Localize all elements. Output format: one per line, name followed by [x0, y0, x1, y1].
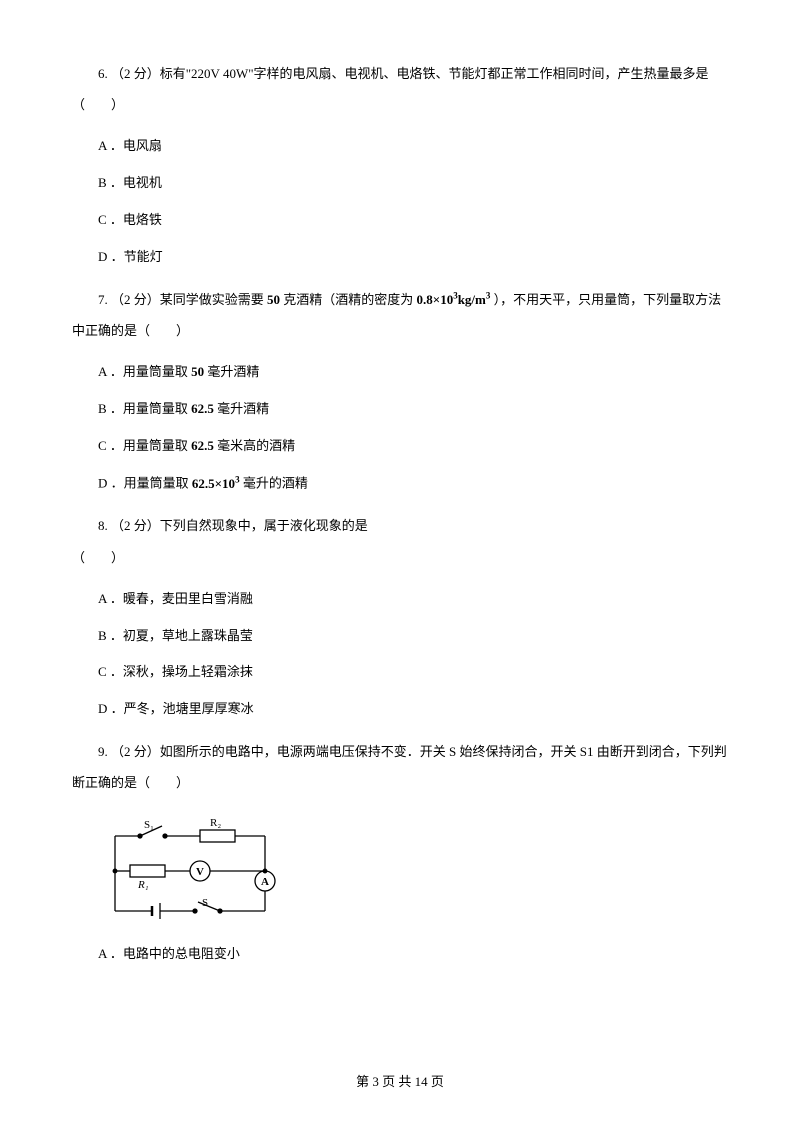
question-8: 8. （2 分）下列自然现象中，属于液化现象的是 （ ） A ．暖春，麦田里白雪消… — [72, 510, 728, 720]
q9-stem: 9. （2 分）如图所示的电路中，电源两端电压保持不变．开关 S 始终保持闭合，… — [72, 736, 728, 798]
q7-c-pre: C ．用量筒量取 — [98, 438, 191, 453]
label-s1: S₁ — [144, 819, 154, 831]
q8-stem-a: 8. （2 分）下列自然现象中，属于液化现象的是 — [98, 518, 368, 533]
q8-stem: 8. （2 分）下列自然现象中，属于液化现象的是 （ ） — [72, 510, 728, 572]
q6-option-b: B ．电视机 — [72, 173, 728, 194]
q7-option-c: C ．用量筒量取 62.5 毫米高的酒精 — [72, 436, 728, 457]
label-a: A — [261, 876, 269, 888]
q7-c-val: 62.5 — [191, 438, 214, 453]
q7-b-val: 62.5 — [191, 401, 214, 416]
q8-option-c: C ．深秋，操场上轻霜涂抹 — [72, 662, 728, 683]
q7-c-post: 毫米高的酒精 — [214, 438, 295, 453]
q7-option-a: A ．用量筒量取 50 毫升酒精 — [72, 362, 728, 383]
q6-option-d: D ．节能灯 — [72, 247, 728, 268]
q7-density-base: 0.8×10 — [417, 292, 454, 307]
q7-a-val: 50 — [191, 364, 204, 379]
q7-density: 0.8×103kg/m3 — [417, 292, 491, 307]
circuit-diagram: S₁ R₂ R₁ V A S — [100, 816, 280, 926]
q7-option-d: D ．用量筒量取 62.5×103 毫升的酒精 — [72, 472, 728, 494]
q7-d-base: 62.5×10 — [192, 476, 235, 491]
question-9: 9. （2 分）如图所示的电路中，电源两端电压保持不变．开关 S 始终保持闭合，… — [72, 736, 728, 965]
question-6: 6. （2 分）标有"220V 40W"字样的电风扇、电视机、电烙铁、节能灯都正… — [72, 58, 728, 268]
q8-option-b: B ．初夏，草地上露珠晶莹 — [72, 626, 728, 647]
q6-stem: 6. （2 分）标有"220V 40W"字样的电风扇、电视机、电烙铁、节能灯都正… — [72, 58, 728, 120]
q7-d-post: 毫升的酒精 — [240, 476, 308, 491]
q7-b-post: 毫升酒精 — [214, 401, 269, 416]
question-7: 7. （2 分）某同学做实验需要 50 克酒精（酒精的密度为 0.8×103kg… — [72, 284, 728, 495]
label-v: V — [196, 866, 204, 878]
q7-d-pre: D ．用量筒量取 — [98, 476, 192, 491]
q7-stem-b: 克酒精（酒精的密度为 — [280, 292, 417, 307]
q7-a-pre: A ．用量筒量取 — [98, 364, 191, 379]
q7-option-b: B ．用量筒量取 62.5 毫升酒精 — [72, 399, 728, 420]
q7-density-unit: kg/m — [458, 292, 486, 307]
q7-a-post: 毫升酒精 — [204, 364, 259, 379]
q7-b-pre: B ．用量筒量取 — [98, 401, 191, 416]
label-r1: R₁ — [137, 879, 149, 891]
q8-option-a: A ．暖春，麦田里白雪消融 — [72, 589, 728, 610]
page-footer: 第 3 页 共 14 页 — [0, 1071, 800, 1090]
label-s: S — [202, 897, 208, 909]
q9-option-a: A ．电路中的总电阻变小 — [72, 944, 728, 965]
page-content: 6. （2 分）标有"220V 40W"字样的电风扇、电视机、电烙铁、节能灯都正… — [0, 0, 800, 965]
label-r2: R₂ — [210, 817, 221, 829]
q8-stem-b: （ ） — [72, 550, 124, 565]
q7-d-val: 62.5×103 — [192, 476, 240, 491]
q8-option-d: D ．严冬，池塘里厚厚寒冰 — [72, 699, 728, 720]
q6-option-a: A ．电风扇 — [72, 136, 728, 157]
q7-stem-a: 7. （2 分）某同学做实验需要 — [98, 292, 267, 307]
q7-val50: 50 — [267, 292, 280, 307]
q7-stem: 7. （2 分）某同学做实验需要 50 克酒精（酒精的密度为 0.8×103kg… — [72, 284, 728, 346]
q6-option-c: C ．电烙铁 — [72, 210, 728, 231]
